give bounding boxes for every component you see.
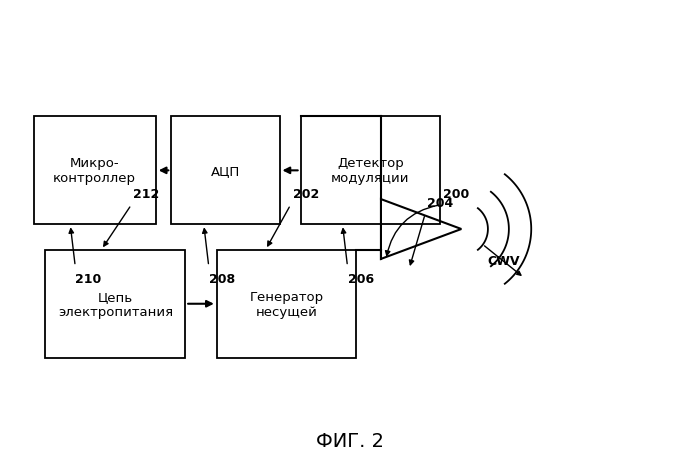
Bar: [301, 117, 440, 225]
Text: CWV: CWV: [487, 255, 520, 268]
Text: Генератор
несущей: Генератор несущей: [250, 290, 324, 318]
Text: ФИГ. 2: ФИГ. 2: [315, 431, 384, 451]
Text: Детектор
модуляции: Детектор модуляции: [331, 157, 410, 185]
Bar: [34, 117, 156, 225]
Text: 206: 206: [347, 273, 374, 286]
Text: 200: 200: [443, 187, 469, 200]
Bar: [45, 250, 185, 358]
Text: Цепь
электропитания: Цепь электропитания: [58, 290, 173, 318]
Text: 204: 204: [427, 196, 453, 209]
Text: 208: 208: [209, 273, 235, 286]
Text: АЦП: АЦП: [211, 164, 240, 178]
Bar: [171, 117, 280, 225]
Text: Микро-
контроллер: Микро- контроллер: [53, 157, 136, 185]
Text: 202: 202: [293, 187, 319, 200]
Text: 210: 210: [75, 273, 101, 286]
Bar: [217, 250, 356, 358]
Text: 212: 212: [134, 187, 159, 200]
